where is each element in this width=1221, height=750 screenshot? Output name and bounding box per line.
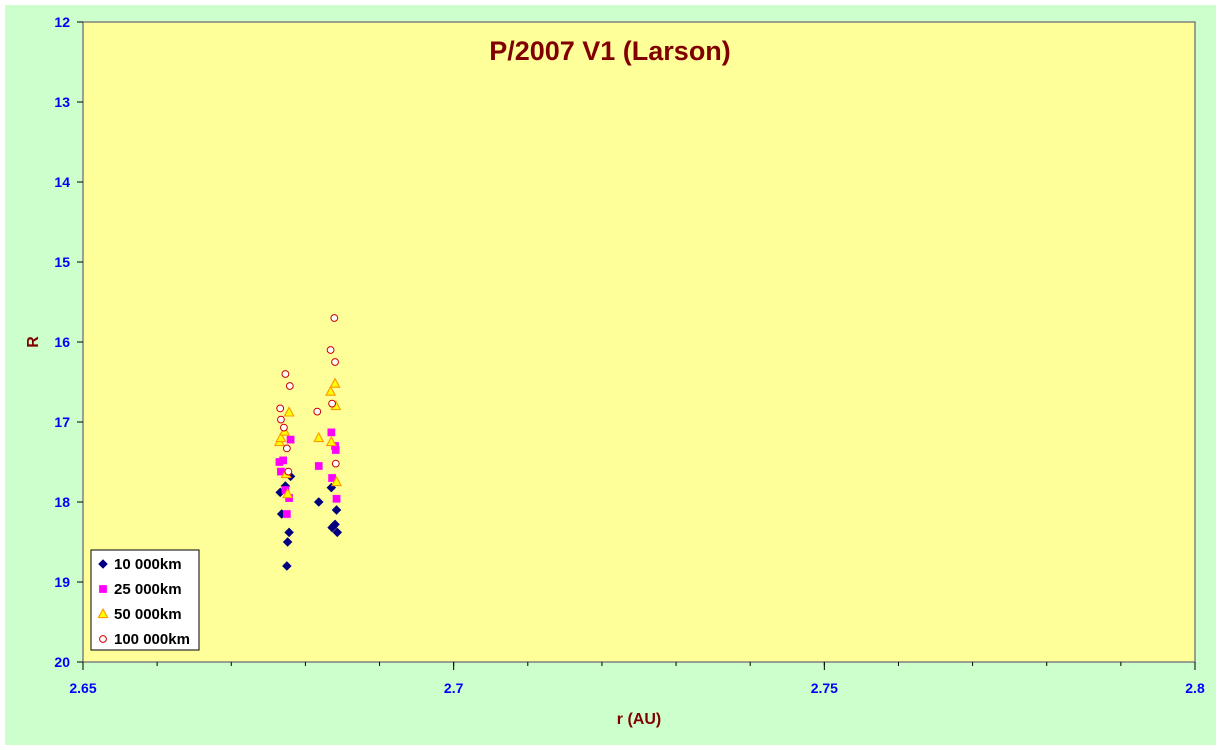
point-100000km-circle bbox=[282, 444, 291, 453]
legend-label-100000km: 100 000km bbox=[114, 631, 190, 648]
point-10000km-diamond bbox=[282, 561, 292, 571]
point-50000km-triangle bbox=[282, 487, 294, 499]
plot-area bbox=[82, 21, 1196, 663]
point-50000km-triangle bbox=[325, 385, 337, 396]
legend-box bbox=[90, 549, 200, 651]
y-tick-label: 19 bbox=[54, 574, 70, 590]
legend-label-50000km: 50 000km bbox=[114, 606, 182, 623]
x-tick-label: 2.7 bbox=[444, 680, 464, 696]
point-25000km-square bbox=[283, 510, 291, 518]
point-10000km-diamond bbox=[331, 505, 342, 515]
point-100000km-circle bbox=[284, 467, 293, 476]
point-100000km-circle bbox=[330, 314, 339, 322]
x-tick-label: 2.75 bbox=[811, 680, 838, 696]
y-axis-title: R bbox=[25, 336, 42, 348]
x-tick-label: 2.8 bbox=[1185, 680, 1205, 696]
point-50000km-triangle bbox=[313, 431, 325, 443]
point-25000km-square bbox=[314, 462, 323, 470]
point-50000km-triangle bbox=[275, 431, 287, 443]
point-50000km-triangle bbox=[329, 377, 341, 388]
point-100000km-circle bbox=[285, 382, 294, 390]
point-100000km-circle bbox=[281, 370, 290, 378]
x-axis-title: r (AU) bbox=[617, 711, 661, 728]
data-points bbox=[273, 314, 343, 571]
chart-title: P/2007 V1 (Larson) bbox=[489, 36, 731, 66]
point-100000km-circle bbox=[277, 415, 285, 424]
point-100000km-circle bbox=[280, 423, 288, 432]
legend-marker-25000km bbox=[99, 585, 107, 593]
point-10000km-diamond bbox=[284, 527, 294, 538]
point-10000km-diamond bbox=[313, 497, 324, 507]
axis-ticks: 2.65 2.7 2.75 2.8 12 13 14 15 16 17 18 19 20 bbox=[54, 14, 1205, 696]
legend-marker-50000km bbox=[97, 607, 109, 619]
point-25000km-square bbox=[331, 446, 340, 454]
point-50000km-triangle bbox=[325, 435, 337, 447]
y-tick-label: 18 bbox=[54, 494, 70, 510]
x-tick-label: 2.65 bbox=[69, 680, 96, 696]
legend: 10 000km 25 000km 50 000km 100 000km bbox=[90, 549, 200, 651]
point-50000km-triangle bbox=[283, 406, 295, 417]
point-100000km-circle bbox=[326, 346, 335, 354]
point-25000km-square bbox=[327, 428, 336, 437]
y-tick-label: 13 bbox=[54, 94, 70, 110]
point-25000km-square bbox=[279, 456, 288, 465]
point-100000km-circle bbox=[313, 407, 322, 416]
legend-marker-10000km bbox=[98, 559, 108, 569]
point-50000km-triangle bbox=[331, 475, 343, 487]
point-100000km-circle bbox=[276, 404, 285, 413]
point-25000km-square bbox=[286, 435, 295, 444]
y-tick-label: 16 bbox=[54, 334, 70, 350]
legend-label-25000km: 25 000km bbox=[114, 581, 182, 598]
y-tick-label: 14 bbox=[54, 174, 70, 190]
y-tick-label: 20 bbox=[54, 654, 70, 670]
legend-label-10000km: 10 000km bbox=[114, 556, 182, 573]
y-tick-label: 12 bbox=[54, 14, 70, 30]
point-10000km-diamond bbox=[282, 537, 293, 547]
point-25000km-square bbox=[332, 494, 341, 503]
point-10000km-diamond bbox=[332, 527, 343, 538]
point-100000km-circle bbox=[328, 399, 336, 408]
point-100000km-circle bbox=[331, 358, 339, 366]
point-100000km-circle bbox=[331, 459, 340, 468]
y-tick-label: 17 bbox=[54, 414, 70, 430]
y-tick-label: 15 bbox=[54, 254, 70, 270]
legend-marker-100000km bbox=[99, 635, 107, 643]
point-10000km-diamond bbox=[330, 519, 340, 530]
